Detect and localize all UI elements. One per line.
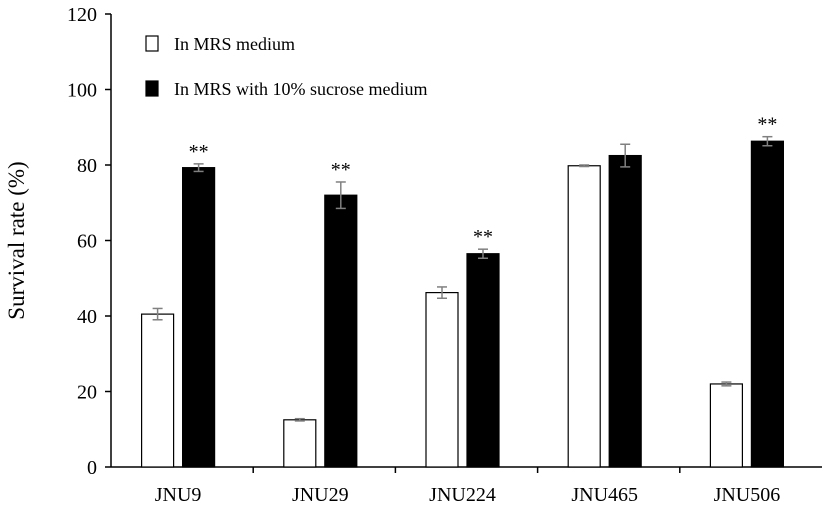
y-tick-label: 100 [67,80,97,102]
labels: 0 20 40 60 80 100 120 Survival rate (%) ** JNU9 **… [4,4,780,506]
bar [709,383,744,468]
bar [567,165,601,468]
bar [182,167,216,468]
y-axis-title: Survival rate (%) [4,161,29,319]
category-label: JNU29 [292,484,349,506]
y-tick-label: 120 [67,4,97,26]
legend: In MRS medium In MRS with 10% sucrose med… [145,34,428,99]
legend-entry-label: In MRS with 10% sucrose medium [174,79,428,99]
bar [425,291,459,468]
y-tick-label: 0 [87,457,97,479]
bar [608,154,642,468]
y-tick-label: 80 [77,155,97,177]
category-label: JNU9 [155,484,202,506]
category-label: JNU224 [429,484,496,506]
bar [283,419,317,468]
significance-label: ** [189,141,209,163]
y-tick-label: 40 [77,306,97,328]
bars [141,135,785,468]
significance-label: ** [331,159,351,181]
y-tick-label: 20 [77,382,97,404]
category-label: JNU506 [714,484,781,506]
legend-entry-label: In MRS medium [174,34,295,54]
y-tick-label: 60 [77,231,97,253]
legend-swatch [145,80,159,97]
category-label: JNU465 [571,484,638,506]
bar [141,313,175,468]
bar [324,194,358,468]
significance-label: ** [473,226,493,248]
significance-label: ** [757,114,777,136]
bar [466,253,500,468]
legend-swatch [145,35,159,52]
bar [750,140,785,468]
